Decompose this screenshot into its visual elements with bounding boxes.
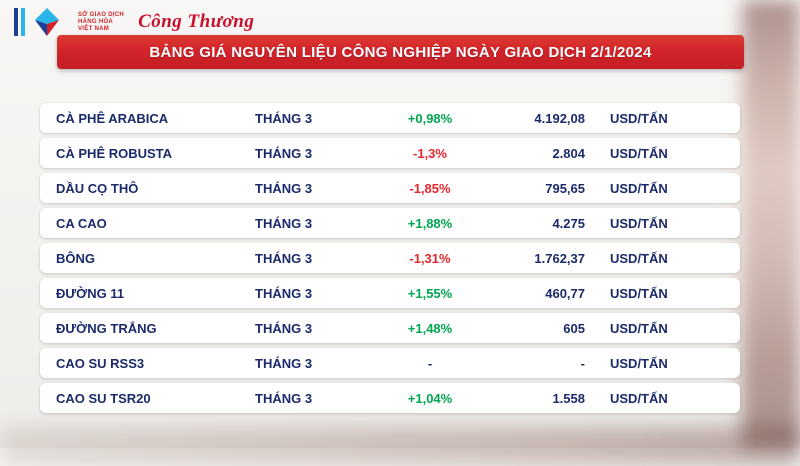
commodity-name: CÀ PHÊ ARABICA [56,110,169,126]
price-unit: USD/TẤN [610,320,668,336]
price-value: 4.275 [552,215,585,231]
price-unit: USD/TẤN [610,250,668,266]
percent-change: +1,48% [407,320,453,336]
price-value: 1.558 [552,390,585,406]
percent-change: +0,98% [407,110,453,126]
price-value: 795,65 [545,180,585,196]
contract-month: THÁNG 3 [255,320,313,336]
masthead: SỞ GIAO DỊCH HÀNG HÓA VIỆT NAM Công Thươ… [14,6,254,38]
percent-change: - [427,355,433,371]
contract-month: THÁNG 3 [255,145,313,161]
percent-change: +1,88% [407,215,453,231]
contract-month: THÁNG 3 [255,110,313,126]
percent-change: -1,85% [409,180,451,196]
table-row: DẦU CỌ THÔ THÁNG 3 -1,85% 795,65 USD/TẤN [40,173,740,203]
table-row: CÀ PHÊ ROBUSTA THÁNG 3 -1,3% 2.804 USD/T… [40,138,740,168]
contract-month: THÁNG 3 [255,215,313,231]
table-row: CÀ PHÊ ARABICA THÁNG 3 +0,98% 4.192,08 U… [40,103,740,133]
table-row: CA CAO THÁNG 3 +1,88% 4.275 USD/TẤN [40,208,740,238]
price-unit: USD/TẤN [610,180,668,196]
commodity-name: DẦU CỌ THÔ [56,180,139,196]
price-value: 605 [563,320,585,336]
price-unit: USD/TẤN [610,145,668,161]
contract-month: THÁNG 3 [255,180,313,196]
price-unit: USD/TẤN [610,355,668,371]
background-photo-blur-bottom [0,426,800,466]
exchange-name: SỞ GIAO DỊCH HÀNG HÓA VIỆT NAM [78,12,124,33]
background-photo-blur-right [742,0,800,448]
contract-month: THÁNG 3 [255,390,313,406]
price-value: 4.192,08 [534,110,585,126]
percent-change: -1,31% [409,250,451,266]
table-row: BÔNG THÁNG 3 -1,31% 1.762,37 USD/TẤN [40,243,740,273]
exchange-name-line: SỞ GIAO DỊCH [78,11,125,18]
exchange-name-line: HÀNG HÓA [78,18,114,25]
contract-month: THÁNG 3 [255,285,313,301]
newspaper-logo: Công Thương [138,11,255,32]
commodity-name: BÔNG [56,250,95,266]
contract-month: THÁNG 3 [255,355,313,371]
price-unit: USD/TẤN [610,390,668,406]
commodity-name: ĐƯỜNG TRẮNG [56,320,157,336]
table-row: CAO SU TSR20 THÁNG 3 +1,04% 1.558 USD/TẤ… [40,383,740,413]
commodity-name: ĐƯỜNG 11 [56,285,125,301]
commodity-name: CA CAO [56,215,107,231]
percent-change: -1,3% [413,145,447,161]
price-table: CÀ PHÊ ARABICA THÁNG 3 +0,98% 4.192,08 U… [40,103,740,418]
page-title: BẢNG GIÁ NGUYÊN LIỆU CÔNG NGHIỆP NGÀY GI… [149,43,652,61]
table-row: ĐƯỜNG TRẮNG THÁNG 3 +1,48% 605 USD/TẤN [40,313,740,343]
title-banner: BẢNG GIÁ NGUYÊN LIỆU CÔNG NGHIỆP NGÀY GI… [57,35,744,69]
exchange-name-line: VIỆT NAM [78,25,110,32]
commodity-name: CAO SU RSS3 [56,355,145,371]
price-value: 2.804 [552,145,585,161]
percent-change: +1,04% [407,390,453,406]
table-row: ĐƯỜNG 11 THÁNG 3 +1,55% 460,77 USD/TẤN [40,278,740,308]
price-value: 1.762,37 [534,250,585,266]
price-value: - [580,355,585,371]
mxv-exchange-logo-icon [14,8,59,36]
table-row: CAO SU RSS3 THÁNG 3 - - USD/TẤN [40,348,740,378]
price-unit: USD/TẤN [610,110,668,126]
percent-change: +1,55% [407,285,453,301]
commodity-name: CÀ PHÊ ROBUSTA [56,145,173,161]
price-value: 460,77 [545,285,585,301]
commodity-name: CAO SU TSR20 [56,390,151,406]
price-unit: USD/TẤN [610,215,668,231]
price-unit: USD/TẤN [610,285,668,301]
contract-month: THÁNG 3 [255,250,313,266]
